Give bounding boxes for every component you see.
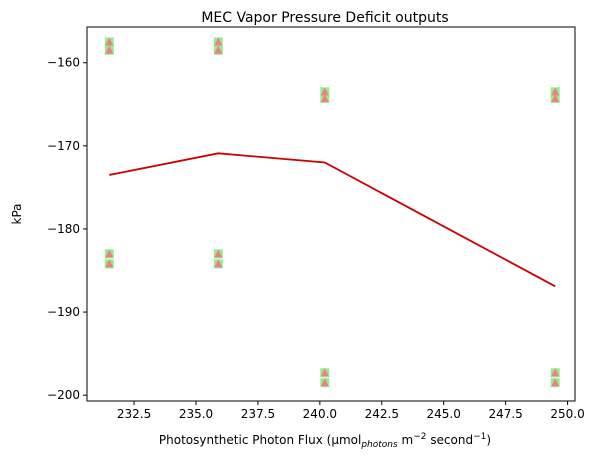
series-line <box>109 152 556 288</box>
y-tick-label: −180 <box>47 222 80 236</box>
data-marks <box>104 37 560 388</box>
x-tick-label: 247.5 <box>488 407 522 421</box>
y-tick-label: −160 <box>47 56 80 70</box>
triangle-marker <box>551 87 560 96</box>
y-tick-label: −200 <box>47 388 80 402</box>
triangle-marker <box>105 37 114 46</box>
triangle-marker <box>551 378 560 387</box>
y-axis-ticks: −160 −170 −180 −190 −200 <box>47 56 87 402</box>
triangle-marker <box>551 368 560 377</box>
x-tick-label: 245.0 <box>427 407 461 421</box>
y-axis-label: kPa <box>10 204 24 225</box>
x-axis-label-mid2: second <box>427 433 474 447</box>
y-tick-label: −190 <box>47 305 80 319</box>
triangle-marker <box>214 249 223 258</box>
x-axis-label: Photosynthetic Photon Flux (µmolphotons … <box>159 432 491 450</box>
x-axis-label-sub: photons <box>360 440 398 450</box>
x-tick-label: 250.0 <box>550 407 584 421</box>
x-axis-label-main: Photosynthetic Photon Flux (µmol <box>159 433 361 447</box>
triangle-marker <box>551 93 560 102</box>
x-axis-ticks: 232.5 235.0 237.5 240.0 242.5 245.0 247.5 250.0 <box>117 401 585 421</box>
x-tick-label: 235.0 <box>179 407 213 421</box>
triangle-marker <box>320 378 329 387</box>
x-tick-label: 232.5 <box>117 407 151 421</box>
triangle-marker <box>105 259 114 268</box>
x-axis-label-end: ) <box>486 433 491 447</box>
triangle-marker <box>105 45 114 54</box>
triangle-marker <box>320 93 329 102</box>
plot-frame <box>86 26 576 402</box>
x-tick-label: 240.0 <box>303 407 337 421</box>
x-axis-label-mid: m <box>398 433 414 447</box>
chart-title: MEC Vapor Pressure Deficit outputs <box>201 10 448 26</box>
x-tick-label: 242.5 <box>365 407 399 421</box>
triangle-marker <box>214 259 223 268</box>
x-tick-label: 237.5 <box>241 407 275 421</box>
plot-area <box>87 27 575 401</box>
x-axis-label-sup2: −1 <box>473 432 486 442</box>
triangle-marker <box>214 45 223 54</box>
x-axis-label-sup1: −2 <box>413 432 426 442</box>
triangle-marker <box>105 249 114 258</box>
y-tick-label: −170 <box>47 139 80 153</box>
triangle-marker <box>214 37 223 46</box>
triangle-marker <box>320 87 329 96</box>
triangle-marker <box>320 368 329 377</box>
